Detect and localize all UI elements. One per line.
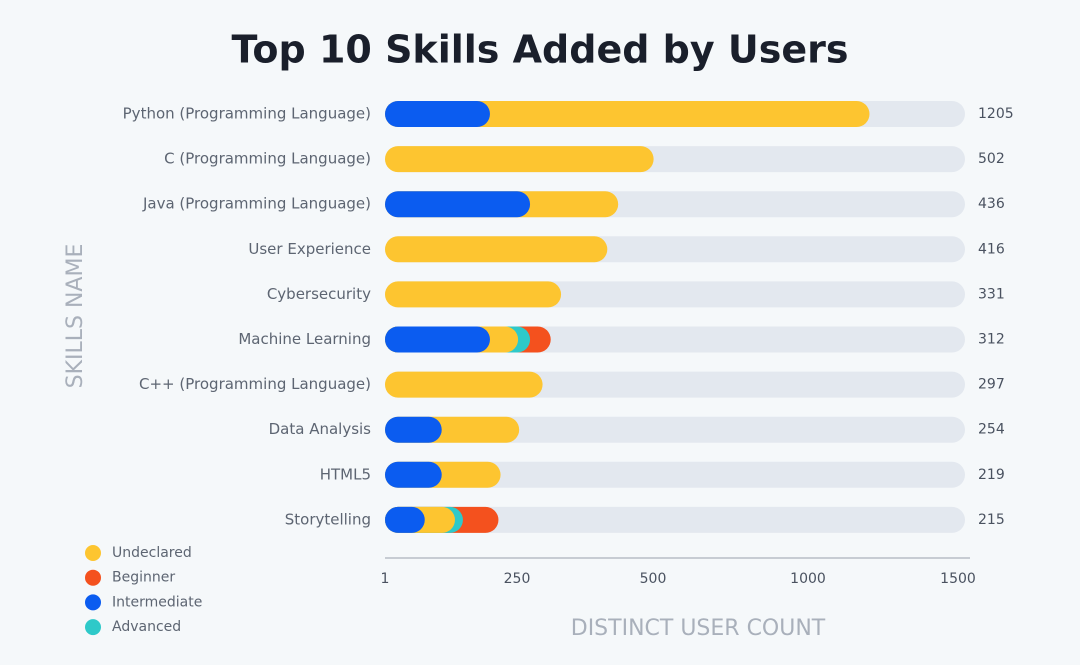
total-label: 297 [978,377,1005,393]
bar-track [385,506,965,533]
total-label: 436 [978,196,1005,212]
x-tick-label: 1500 [940,571,976,587]
category-label: HTML5 [320,465,371,483]
bar-segment [385,101,490,127]
bar-track [385,416,965,443]
category-label: Data Analysis [269,420,372,438]
bar-segment [385,461,442,488]
legend-label: Advanced [112,619,181,635]
bar-track [385,461,965,488]
chart-title: Top 10 Skills Added by Users [232,28,849,72]
legend-swatch [85,619,101,636]
x-tick-label: 500 [640,571,667,587]
bar-segment [385,371,543,398]
bar-segment [385,191,531,218]
bar-segment [385,416,442,443]
bar-segment [385,326,490,353]
x-axis-label: DISTINCT USER COUNT [571,616,826,641]
total-label: 254 [978,422,1005,438]
category-label: C++ (Programming Language) [139,375,371,393]
total-label: 312 [978,332,1005,348]
legend-label: Beginner [112,570,175,586]
x-tick-label: 1 [381,571,390,587]
total-label: 416 [978,241,1005,257]
legend-swatch [85,569,101,586]
category-label: User Experience [248,240,371,258]
total-label: 331 [978,286,1005,302]
bar-segment [385,236,608,263]
x-tick-label: 1000 [790,571,826,587]
bar-segment [385,101,870,127]
category-label: Storytelling [285,510,371,528]
total-label: 1205 [978,106,1014,122]
x-tick-label: 250 [504,571,531,587]
category-label: C (Programming Language) [164,150,371,168]
y-axis-label: SKILLS NAME [63,244,88,389]
total-label: 215 [978,512,1005,528]
legend-swatch [85,594,101,611]
category-label: Cybersecurity [267,285,371,303]
bar-segment [385,146,654,173]
legend-label: Intermediate [112,594,202,610]
total-label: 219 [978,467,1005,483]
total-label: 502 [978,151,1005,167]
legend-label: Undeclared [112,545,192,561]
category-label: Machine Learning [238,330,371,348]
bar-segment [385,281,562,308]
category-label: Java (Programming Language) [142,195,371,213]
category-label: Python (Programming Language) [123,105,371,123]
bar-segment [385,506,425,533]
legend-swatch [85,545,101,561]
